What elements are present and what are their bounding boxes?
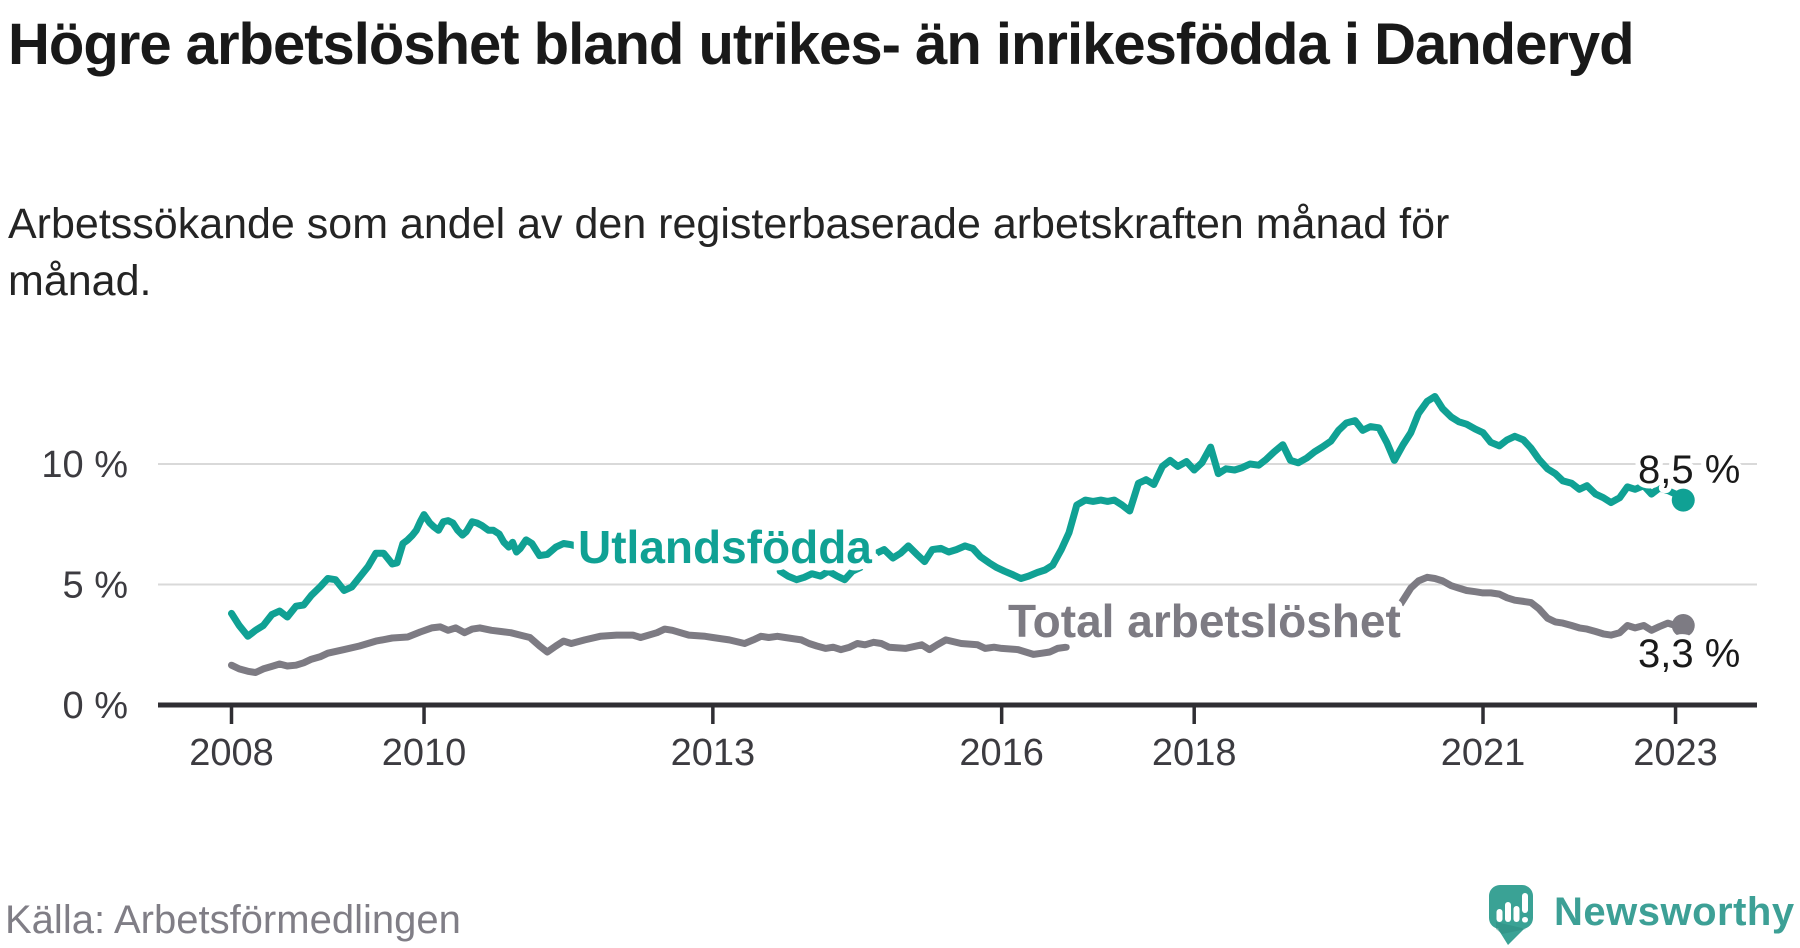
newsworthy-logo: Newsworthy (1488, 884, 1795, 946)
x-tick-label: 2021 (1441, 732, 1526, 774)
end-value-label-total: 3,3 % (1638, 632, 1740, 676)
source-note: Källa: Arbetsförmedlingen (5, 898, 461, 942)
series-label-utlandsfodda: Utlandsfödda (578, 521, 872, 573)
series-line-utlandsfodda (228, 511, 584, 640)
x-tick-label: 2016 (959, 732, 1044, 774)
newsworthy-logo-icon (1489, 885, 1533, 945)
y-tick-label: 0 % (63, 685, 128, 727)
x-tick-label: 2013 (671, 732, 756, 774)
y-tick-label: 5 % (63, 565, 128, 607)
x-tick-label: 2010 (382, 732, 467, 774)
y-tick-label: 10 % (41, 444, 128, 486)
series-line-total (228, 623, 1070, 676)
newsworthy-logo-text: Newsworthy (1554, 890, 1795, 934)
series-line-total (1385, 573, 1687, 639)
chart-subtitle: Arbetssökande som andel av den registerb… (8, 200, 1450, 305)
chart-title: Högre arbetslöshet bland utrikes- än inr… (8, 12, 1635, 77)
series-line-utlandsfodda (776, 393, 1687, 584)
x-tick-label: 2023 (1633, 732, 1718, 774)
x-tick-label: 2018 (1152, 732, 1237, 774)
series-end-dot-utlandsfodda (1671, 488, 1695, 512)
x-tick-label: 2008 (189, 732, 274, 774)
series-label-total: Total arbetslöshet (1008, 595, 1401, 647)
end-value-label-utlandsfodda: 8,5 % (1638, 448, 1740, 492)
series-end-dot-total (1671, 613, 1695, 637)
